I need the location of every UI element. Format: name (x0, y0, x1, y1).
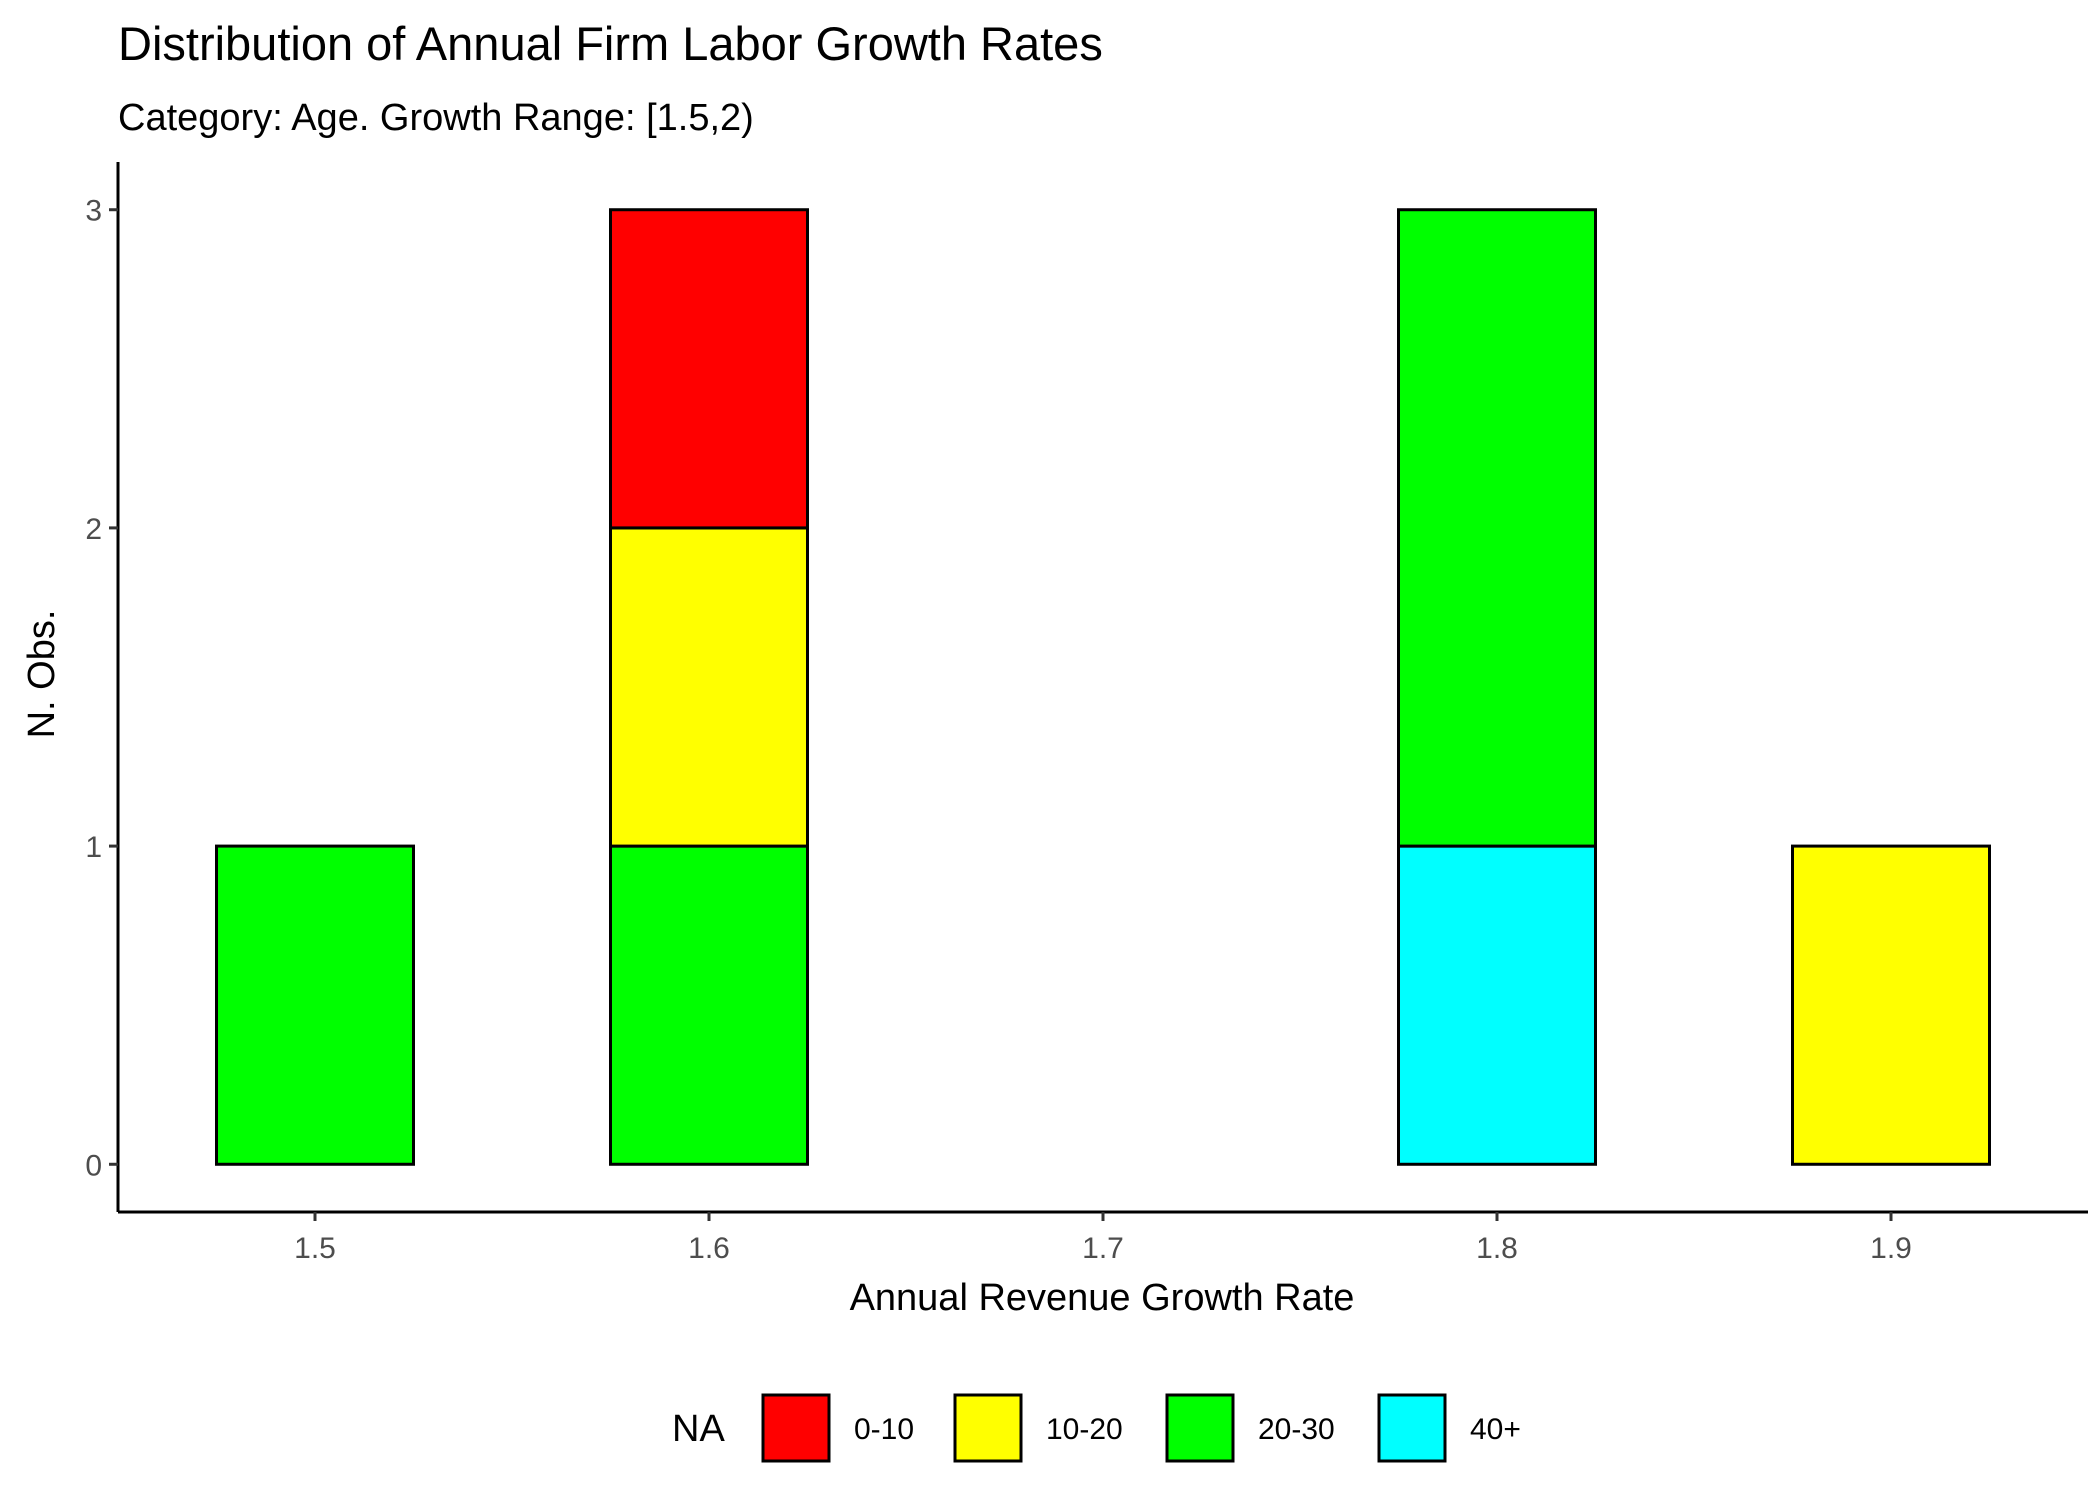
bar-20-30-1.6 (609, 844, 809, 1166)
legend-label-40+: 40+ (1470, 1413, 1521, 1446)
bar-10-20-1.9 (1791, 844, 1991, 1166)
legend-label-20-30: 20-30 (1258, 1413, 1335, 1446)
y-tick-label: 1 (85, 831, 102, 864)
x-tick-label: 1.7 (1082, 1232, 1124, 1265)
legend-key-10-20 (953, 1393, 1023, 1463)
legend-title: NA (672, 1408, 725, 1450)
x-tick-label: 1.9 (1870, 1232, 1912, 1265)
legend-label-0-10: 0-10 (854, 1413, 914, 1446)
legend-key-20-30 (1165, 1393, 1235, 1463)
x-tick-label: 1.8 (1476, 1232, 1518, 1265)
legend: NA 0-10 10-20 20-30 40+ (672, 1393, 1521, 1463)
legend-key-40+ (1377, 1393, 1447, 1463)
y-tick-label: 3 (85, 195, 102, 228)
x-tick-label: 1.6 (688, 1232, 730, 1265)
bar-20-30-1.8 (1397, 208, 1597, 848)
chart-title: Distribution of Annual Firm Labor Growth… (118, 17, 1103, 70)
x-axis-title: Annual Revenue Growth Rate (850, 1277, 1355, 1319)
legend-key-0-10 (761, 1393, 831, 1463)
chart-subtitle: Category: Age. Growth Range: [1.5,2) (118, 97, 754, 139)
axes-layer: 1.5 1.6 1.7 1.8 1.9 0 1 2 3 (85, 162, 2088, 1265)
bars-layer (215, 208, 1991, 1166)
bar-0-10-1.6 (609, 208, 809, 530)
y-tick-label: 0 (85, 1149, 102, 1182)
bar-40+-1.8 (1397, 844, 1597, 1166)
bar-20-30-1.5 (215, 844, 415, 1166)
legend-label-10-20: 10-20 (1046, 1413, 1123, 1446)
x-tick-label: 1.5 (294, 1232, 336, 1265)
y-tick-label: 2 (85, 513, 102, 546)
y-axis-title: N. Obs. (21, 610, 63, 739)
bar-10-20-1.6 (609, 526, 809, 848)
